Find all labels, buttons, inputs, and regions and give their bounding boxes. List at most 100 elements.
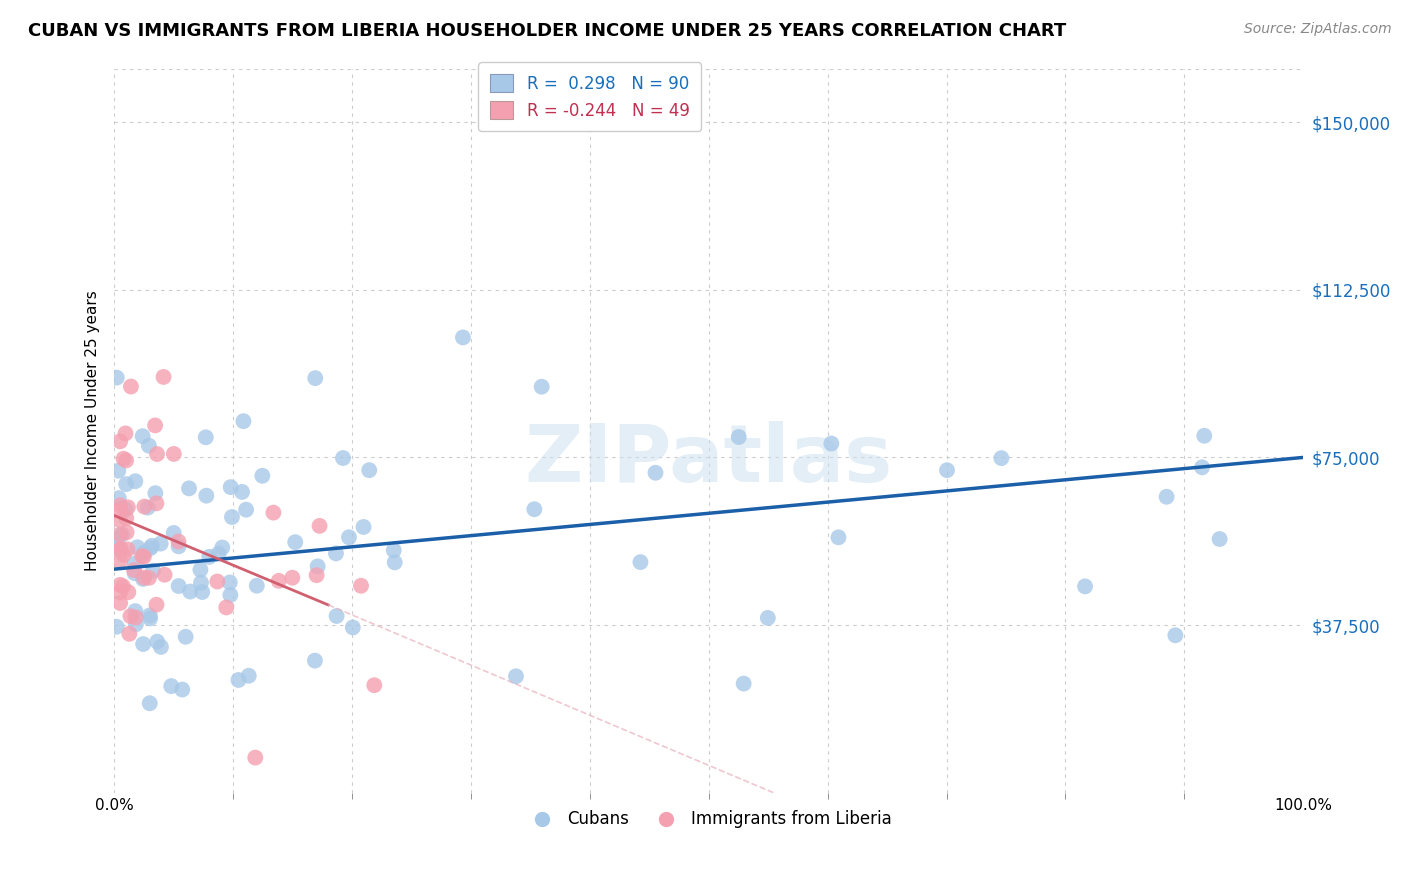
Point: [141, 539, 163, 553]
Point: [262, 506, 284, 520]
Point: [218, 575, 240, 590]
Point: [134, 545, 156, 559]
Point: [146, 447, 169, 461]
Point: [827, 530, 849, 544]
Point: [382, 543, 405, 558]
Point: [138, 571, 160, 585]
Point: [120, 609, 142, 624]
Point: [118, 627, 141, 641]
Point: [105, 533, 128, 547]
Point: [143, 486, 166, 500]
Point: [936, 463, 959, 477]
Point: [733, 676, 755, 690]
Point: [337, 530, 360, 544]
Point: [246, 579, 269, 593]
Point: [304, 654, 326, 668]
Point: [174, 630, 197, 644]
Point: [115, 511, 138, 525]
Legend: Cubans, Immigrants from Liberia: Cubans, Immigrants from Liberia: [519, 804, 898, 835]
Point: [235, 502, 257, 516]
Point: [267, 574, 290, 588]
Point: [281, 571, 304, 585]
Point: [108, 596, 131, 610]
Point: [179, 584, 201, 599]
Point: [990, 451, 1012, 466]
Point: [363, 678, 385, 692]
Point: [177, 481, 200, 495]
Point: [167, 534, 190, 549]
Y-axis label: Householder Income Under 25 years: Householder Income Under 25 years: [86, 290, 100, 571]
Point: [353, 520, 375, 534]
Point: [124, 474, 146, 488]
Point: [149, 536, 172, 550]
Point: [215, 600, 238, 615]
Point: [117, 585, 139, 599]
Point: [505, 669, 527, 683]
Point: [160, 679, 183, 693]
Point: [325, 609, 347, 624]
Point: [117, 542, 139, 557]
Point: [1156, 490, 1178, 504]
Point: [1164, 628, 1187, 642]
Point: [145, 598, 167, 612]
Point: [108, 527, 131, 541]
Point: [105, 620, 128, 634]
Point: [207, 574, 229, 589]
Point: [149, 640, 172, 654]
Point: [1191, 460, 1213, 475]
Point: [112, 451, 135, 466]
Point: [153, 567, 176, 582]
Point: [231, 484, 253, 499]
Point: [219, 588, 242, 602]
Point: [359, 463, 381, 477]
Point: [190, 575, 212, 590]
Point: [138, 439, 160, 453]
Point: [132, 637, 155, 651]
Point: [115, 477, 138, 491]
Point: [138, 608, 160, 623]
Point: [304, 371, 326, 385]
Point: [143, 418, 166, 433]
Point: [325, 546, 347, 560]
Point: [198, 549, 221, 564]
Point: [114, 502, 136, 516]
Point: [350, 579, 373, 593]
Point: [207, 547, 229, 561]
Point: [252, 468, 274, 483]
Point: [238, 669, 260, 683]
Point: [131, 429, 153, 443]
Point: [820, 436, 842, 450]
Point: [124, 557, 146, 571]
Point: [139, 611, 162, 625]
Point: [145, 496, 167, 510]
Point: [146, 634, 169, 648]
Point: [232, 414, 254, 428]
Point: [194, 430, 217, 444]
Point: [1194, 429, 1216, 443]
Point: [108, 499, 131, 513]
Point: [756, 611, 779, 625]
Point: [451, 330, 474, 344]
Point: [332, 450, 354, 465]
Point: [163, 525, 186, 540]
Point: [211, 541, 233, 555]
Point: [1208, 532, 1230, 546]
Text: CUBAN VS IMMIGRANTS FROM LIBERIA HOUSEHOLDER INCOME UNDER 25 YEARS CORRELATION C: CUBAN VS IMMIGRANTS FROM LIBERIA HOUSEHO…: [28, 22, 1066, 40]
Point: [125, 617, 148, 632]
Point: [228, 673, 250, 687]
Point: [167, 540, 190, 554]
Point: [245, 750, 267, 764]
Point: [644, 466, 666, 480]
Point: [115, 453, 138, 467]
Point: [108, 513, 131, 527]
Point: [219, 480, 242, 494]
Point: [172, 682, 194, 697]
Point: [134, 500, 156, 514]
Point: [142, 564, 165, 578]
Point: [108, 491, 131, 505]
Point: [630, 555, 652, 569]
Point: [132, 572, 155, 586]
Point: [163, 447, 186, 461]
Point: [114, 426, 136, 441]
Point: [122, 563, 145, 577]
